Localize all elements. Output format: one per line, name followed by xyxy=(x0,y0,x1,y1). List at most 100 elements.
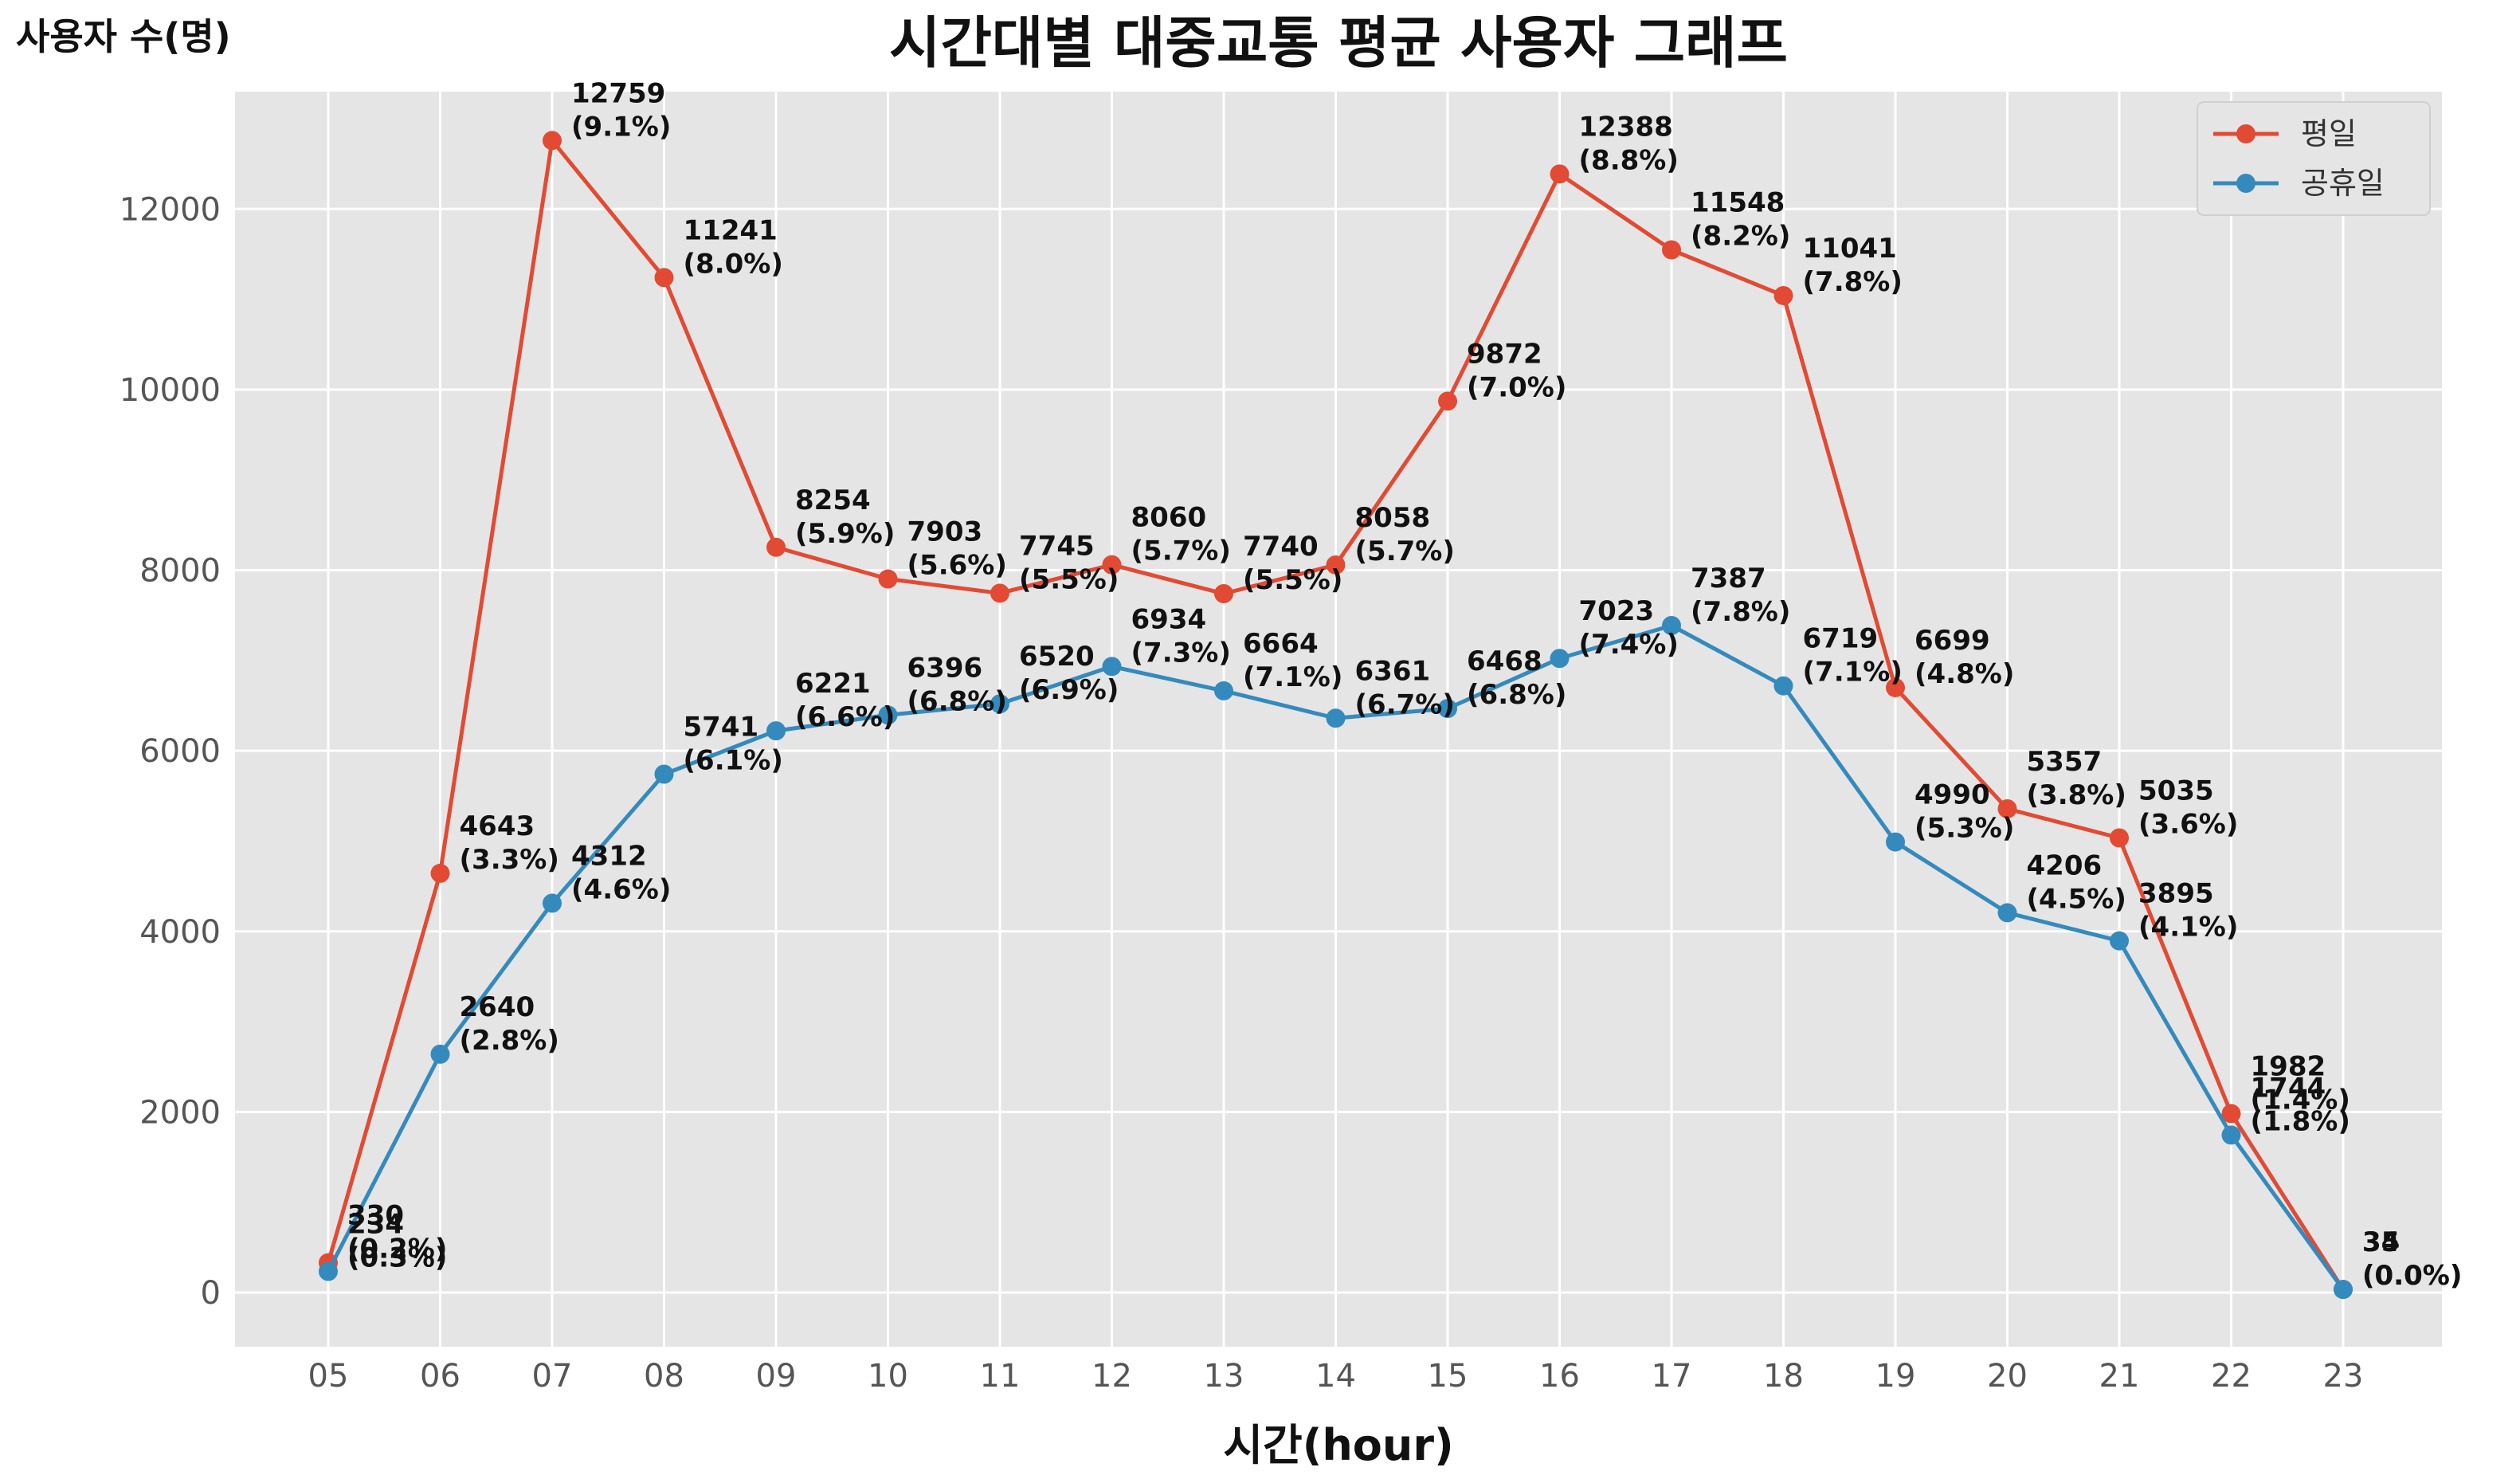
data-label: 6719 (7.1%) xyxy=(1803,623,1903,689)
data-label-line: (7.4%) xyxy=(1579,629,1679,661)
data-label-line: (1.4%) xyxy=(2251,1084,2350,1116)
data-label: 234 (0.3%) xyxy=(347,1209,447,1274)
data-point xyxy=(2334,1280,2353,1300)
data-label-line: 6468 xyxy=(1467,645,1542,677)
data-point xyxy=(1550,649,1570,669)
data-label-line: (5.6%) xyxy=(907,550,1007,582)
data-point xyxy=(1214,584,1233,603)
data-label: 8058 (5.7%) xyxy=(1355,502,1455,567)
data-point xyxy=(2221,1104,2241,1124)
data-label-line: (7.1%) xyxy=(1243,661,1342,693)
y-tick-label: 0 xyxy=(201,1275,221,1312)
data-label-line: 5357 xyxy=(2027,746,2103,778)
data-label-line: (8.8%) xyxy=(1579,144,1679,176)
data-label-line: (7.3%) xyxy=(1131,637,1231,669)
data-label-line: 2640 xyxy=(460,991,535,1023)
y-tick-label: 2000 xyxy=(139,1094,221,1131)
data-label-line: 330 xyxy=(347,1200,404,1232)
data-label-line: (4.8%) xyxy=(1914,658,2014,690)
data-point xyxy=(1438,391,1457,411)
data-label-line: 7745 xyxy=(1019,530,1095,562)
data-point xyxy=(2110,828,2129,848)
data-point xyxy=(878,705,898,725)
data-point xyxy=(766,721,786,741)
data-label: 6520 (6.9%) xyxy=(1019,641,1119,706)
data-point xyxy=(1886,832,1905,852)
data-label-line: (6.6%) xyxy=(795,701,895,733)
data-label-line: 4990 xyxy=(1914,779,1990,811)
data-label-line: (0.2%) xyxy=(347,1234,447,1265)
data-label-line: 11241 xyxy=(684,214,778,246)
data-label-line: 3895 xyxy=(2138,878,2214,910)
data-label-line: 35 xyxy=(2362,1226,2400,1258)
x-tick-label: 15 xyxy=(1428,1358,1468,1395)
data-point xyxy=(1326,555,1346,575)
data-label-line: (5.5%) xyxy=(1243,564,1342,596)
data-point xyxy=(1214,681,1233,700)
data-point xyxy=(1997,799,2017,819)
data-label-line: 7903 xyxy=(907,516,983,548)
data-point xyxy=(990,583,1009,603)
data-label: 4312 (4.6%) xyxy=(571,840,671,905)
x-tick-label: 06 xyxy=(420,1358,460,1395)
data-point xyxy=(319,1261,338,1281)
data-point xyxy=(990,694,1009,714)
data-label-line: (5.5%) xyxy=(1019,563,1119,595)
data-label-line: 6699 xyxy=(1914,625,1990,657)
data-label: 6699 (4.8%) xyxy=(1914,625,2014,690)
data-label: 5357 (3.8%) xyxy=(2027,746,2126,811)
data-label-line: 1982 xyxy=(2251,1050,2326,1082)
data-label: 4206 (4.5%) xyxy=(2027,849,2126,915)
data-label-line: (4.6%) xyxy=(571,873,671,905)
x-tick-label: 07 xyxy=(532,1358,573,1395)
data-label-line: (8.0%) xyxy=(684,248,783,280)
data-label: 12759 (9.1%) xyxy=(571,77,671,143)
data-label-line: 8058 xyxy=(1355,502,1431,534)
data-label-line: (5.9%) xyxy=(795,518,895,550)
legend-label: 공휴일 xyxy=(2301,166,2385,201)
x-axis-label: 시간(hour) xyxy=(1223,1420,1453,1470)
data-point xyxy=(1773,285,1793,305)
data-point xyxy=(430,1044,450,1064)
data-label-line: 11041 xyxy=(1803,233,1897,265)
data-label-line: (2.8%) xyxy=(460,1025,559,1057)
data-label-line: (5.7%) xyxy=(1131,536,1231,567)
data-label-line: (7.8%) xyxy=(1803,266,1903,298)
y-tick-label: 4000 xyxy=(139,914,221,951)
data-point xyxy=(1550,164,1570,184)
x-tick-label: 19 xyxy=(1875,1358,1916,1395)
legend-box xyxy=(2197,101,2431,216)
data-point xyxy=(654,764,674,784)
data-label-line: (0.3%) xyxy=(347,1242,447,1274)
data-label: 1744 (1.8%) xyxy=(2251,1072,2350,1137)
data-label: 2640 (2.8%) xyxy=(460,991,559,1057)
data-label: 11548 (8.2%) xyxy=(1691,187,1790,253)
data-label-line: 6664 xyxy=(1243,628,1319,660)
data-label: 330 (0.2%) xyxy=(347,1200,447,1265)
data-label-line: 12759 xyxy=(571,77,665,109)
data-label: 7740 (5.5%) xyxy=(1243,531,1342,596)
data-point xyxy=(766,537,786,557)
data-label-line: 6221 xyxy=(795,668,871,700)
data-label: 9872 (7.0%) xyxy=(1467,338,1566,403)
data-label: 11041 (7.8%) xyxy=(1803,233,1903,298)
data-label-line: (6.9%) xyxy=(1019,674,1119,706)
data-label: 4990 (5.3%) xyxy=(1914,779,2014,845)
x-tick-label: 11 xyxy=(980,1358,1021,1395)
data-label: 6468 (6.8%) xyxy=(1467,645,1566,711)
y-tick-label: 8000 xyxy=(139,553,221,590)
data-label-line: 7740 xyxy=(1243,531,1319,563)
legend-label: 평일 xyxy=(2301,116,2357,151)
data-point xyxy=(430,863,450,883)
data-label-line: 8254 xyxy=(795,485,871,516)
data-label: 6934 (7.3%) xyxy=(1131,603,1231,669)
chart-title: 시간대별 대중교통 평균 사용자 그래프 xyxy=(889,10,1788,76)
data-label-line: 234 xyxy=(347,1209,404,1241)
series-layer xyxy=(319,131,2353,1300)
data-label: 7903 (5.6%) xyxy=(907,516,1007,582)
data-label: 6361 (6.7%) xyxy=(1355,655,1455,720)
data-label: 1982 (1.4%) xyxy=(2251,1050,2350,1116)
data-label-line: (7.0%) xyxy=(1467,371,1566,403)
x-tick-label: 14 xyxy=(1315,1358,1356,1395)
